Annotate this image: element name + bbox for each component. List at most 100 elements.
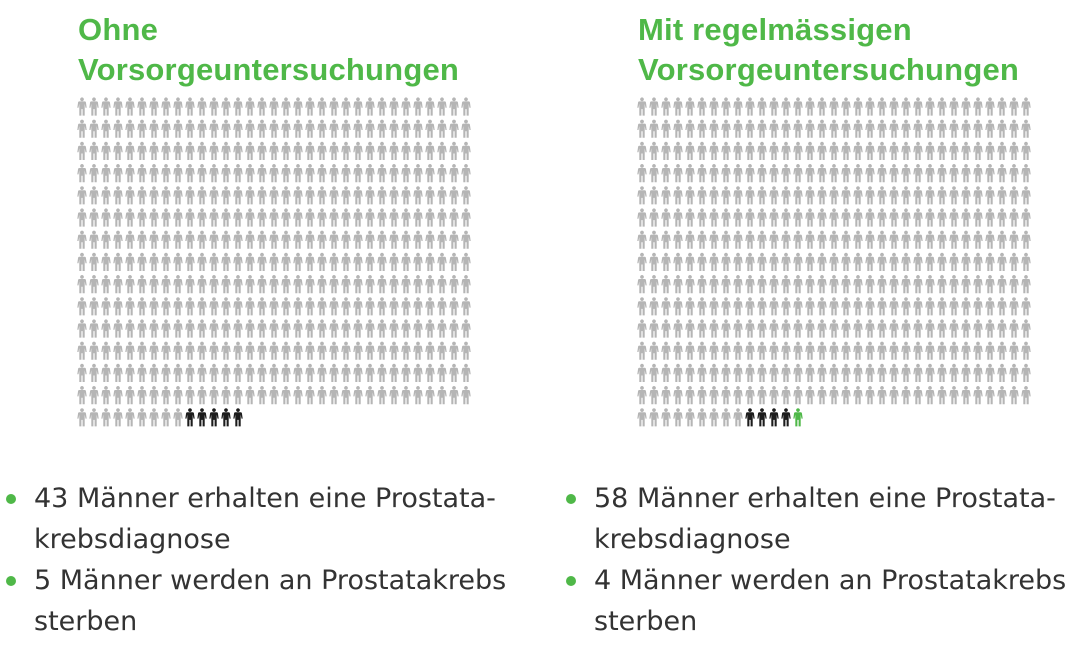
person-icon xyxy=(829,208,839,227)
person-icon xyxy=(829,319,839,338)
person-icon xyxy=(937,297,947,316)
person-icon xyxy=(305,97,315,116)
panel-title: Mit regelmässigen Vorsorgeuntersuchungen xyxy=(638,10,1080,90)
person-icon xyxy=(1021,230,1031,249)
person-icon xyxy=(853,164,863,183)
person-icon xyxy=(709,230,719,249)
person-icon xyxy=(733,208,743,227)
person-icon xyxy=(673,141,683,160)
person-icon xyxy=(425,119,435,138)
person-icon xyxy=(425,97,435,116)
person-icon xyxy=(281,119,291,138)
person-icon xyxy=(281,97,291,116)
person-icon xyxy=(925,97,935,116)
person-icon xyxy=(293,341,303,360)
person-icon xyxy=(269,230,279,249)
bullet-text-line: 43 Männer erhalten eine Prostata- xyxy=(34,483,496,514)
person-icon xyxy=(449,141,459,160)
person-icon xyxy=(937,208,947,227)
person-icon xyxy=(841,252,851,271)
person-icon xyxy=(377,230,387,249)
person-icon xyxy=(1021,164,1031,183)
person-icon xyxy=(745,186,755,205)
person-icon-deaths xyxy=(197,408,207,427)
person-icon xyxy=(649,164,659,183)
person-icon xyxy=(937,164,947,183)
person-icon xyxy=(101,252,111,271)
person-icon xyxy=(913,186,923,205)
person-icon xyxy=(1009,119,1019,138)
person-icon xyxy=(161,208,171,227)
person-icon xyxy=(793,363,803,382)
person-icon xyxy=(257,119,267,138)
person-icon xyxy=(913,297,923,316)
person-icon xyxy=(185,341,195,360)
person-icon xyxy=(973,186,983,205)
person-icon xyxy=(221,164,231,183)
person-icon xyxy=(257,141,267,160)
person-icon xyxy=(841,141,851,160)
person-icon xyxy=(685,252,695,271)
person-icon xyxy=(745,319,755,338)
person-icon xyxy=(317,386,327,405)
person-icon xyxy=(901,275,911,294)
person-icon xyxy=(937,386,947,405)
person-icon xyxy=(317,319,327,338)
person-icon xyxy=(89,230,99,249)
person-icon xyxy=(113,341,123,360)
person-icon xyxy=(805,252,815,271)
person-icon xyxy=(293,186,303,205)
person-icon xyxy=(197,208,207,227)
person-icon xyxy=(721,297,731,316)
person-icon xyxy=(125,186,135,205)
person-icon xyxy=(425,186,435,205)
person-icon xyxy=(733,297,743,316)
person-icon xyxy=(197,119,207,138)
person-icon xyxy=(389,230,399,249)
person-icon xyxy=(661,275,671,294)
person-icon xyxy=(913,386,923,405)
person-icon xyxy=(353,341,363,360)
person-icon xyxy=(425,275,435,294)
person-icon xyxy=(661,408,671,427)
person-icon xyxy=(425,341,435,360)
person-icon xyxy=(649,252,659,271)
person-icon xyxy=(377,341,387,360)
person-icon xyxy=(257,363,267,382)
person-icon xyxy=(865,97,875,116)
person-icon xyxy=(793,275,803,294)
person-icon xyxy=(889,341,899,360)
person-icon-deaths xyxy=(209,408,219,427)
person-icon xyxy=(961,186,971,205)
person-icon xyxy=(353,230,363,249)
person-icon xyxy=(293,119,303,138)
person-icon xyxy=(173,252,183,271)
person-icon xyxy=(865,386,875,405)
person-icon xyxy=(1009,341,1019,360)
person-icon xyxy=(937,230,947,249)
person-icon xyxy=(77,363,87,382)
person-icon xyxy=(341,141,351,160)
person-icon xyxy=(973,119,983,138)
person-icon xyxy=(961,164,971,183)
person-icon xyxy=(353,297,363,316)
person-icon xyxy=(817,230,827,249)
person-icon xyxy=(137,141,147,160)
person-icon xyxy=(721,275,731,294)
person-icon-deaths xyxy=(233,408,243,427)
person-icon xyxy=(997,297,1007,316)
person-icon xyxy=(661,341,671,360)
person-icon xyxy=(757,97,767,116)
person-icon xyxy=(733,164,743,183)
person-icon xyxy=(245,141,255,160)
person-icon xyxy=(113,164,123,183)
person-icon xyxy=(449,97,459,116)
person-icon xyxy=(185,97,195,116)
person-icon xyxy=(769,297,779,316)
person-icon xyxy=(329,341,339,360)
person-icon xyxy=(305,230,315,249)
person-icon xyxy=(697,119,707,138)
person-icon xyxy=(257,230,267,249)
person-icon xyxy=(101,386,111,405)
person-icon xyxy=(937,275,947,294)
